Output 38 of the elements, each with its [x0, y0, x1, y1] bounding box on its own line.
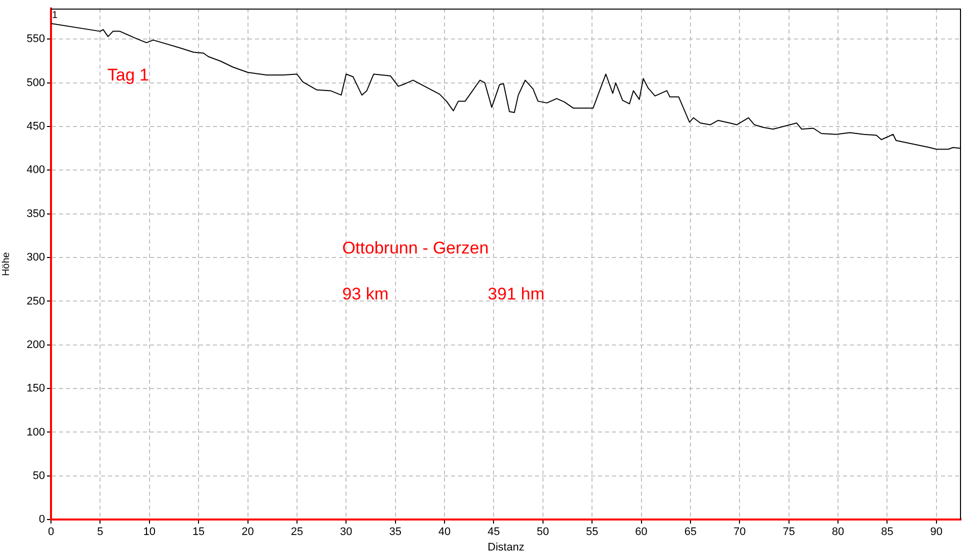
x-axis-title: Distanz	[488, 541, 524, 554]
x-tick-label: 90	[930, 526, 943, 538]
x-tick-label: 70	[734, 526, 746, 538]
x-tick-label: 15	[192, 526, 205, 538]
x-tick-label: 65	[684, 526, 697, 538]
x-tick-label: 55	[586, 526, 598, 538]
annotation: Tag 1	[107, 66, 150, 85]
x-tick-label: 25	[290, 526, 304, 538]
y-tick-label: 300	[26, 252, 45, 264]
y-tick-label: 550	[26, 33, 45, 46]
x-tick-label: 35	[389, 526, 402, 538]
annotation: 391 hm	[488, 284, 545, 304]
x-tick-label: 30	[340, 526, 352, 538]
x-tick-label: 75	[782, 526, 795, 538]
x-tick-label: 0	[48, 526, 54, 538]
y-tick-label: 500	[26, 76, 45, 89]
y-tick-label: 450	[26, 120, 45, 133]
y-tick-label: 200	[26, 338, 45, 351]
x-tick-label: 50	[536, 526, 550, 538]
x-tick-label: 80	[832, 526, 844, 538]
x-tick-label: 20	[242, 526, 254, 538]
y-tick-label: 400	[26, 164, 45, 176]
x-tick-label: 85	[881, 526, 894, 538]
x-tick-label: 60	[635, 526, 648, 538]
y-tick-label: 0	[38, 514, 45, 526]
x-tick-label: 10	[143, 526, 156, 538]
x-tick-label: 5	[97, 526, 104, 538]
y-tick-label: 250	[26, 295, 45, 308]
y-tick-label: 150	[26, 382, 45, 395]
annotation: Ottobrunn - Gerzen	[342, 238, 489, 258]
y-tick-label: 50	[32, 470, 45, 482]
annotation: 1	[52, 10, 58, 22]
y-axis-title: Höhe	[0, 252, 12, 276]
x-tick-label: 40	[438, 526, 451, 538]
annotation: 93 km	[342, 284, 388, 304]
x-tick-label: 45	[488, 526, 500, 538]
y-tick-label: 350	[26, 208, 45, 220]
y-tick-label: 100	[26, 426, 45, 438]
